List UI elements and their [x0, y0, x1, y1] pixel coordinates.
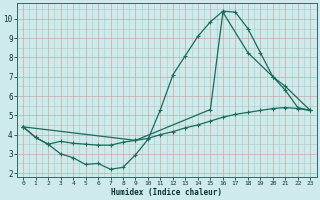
X-axis label: Humidex (Indice chaleur): Humidex (Indice chaleur) [111, 188, 222, 197]
